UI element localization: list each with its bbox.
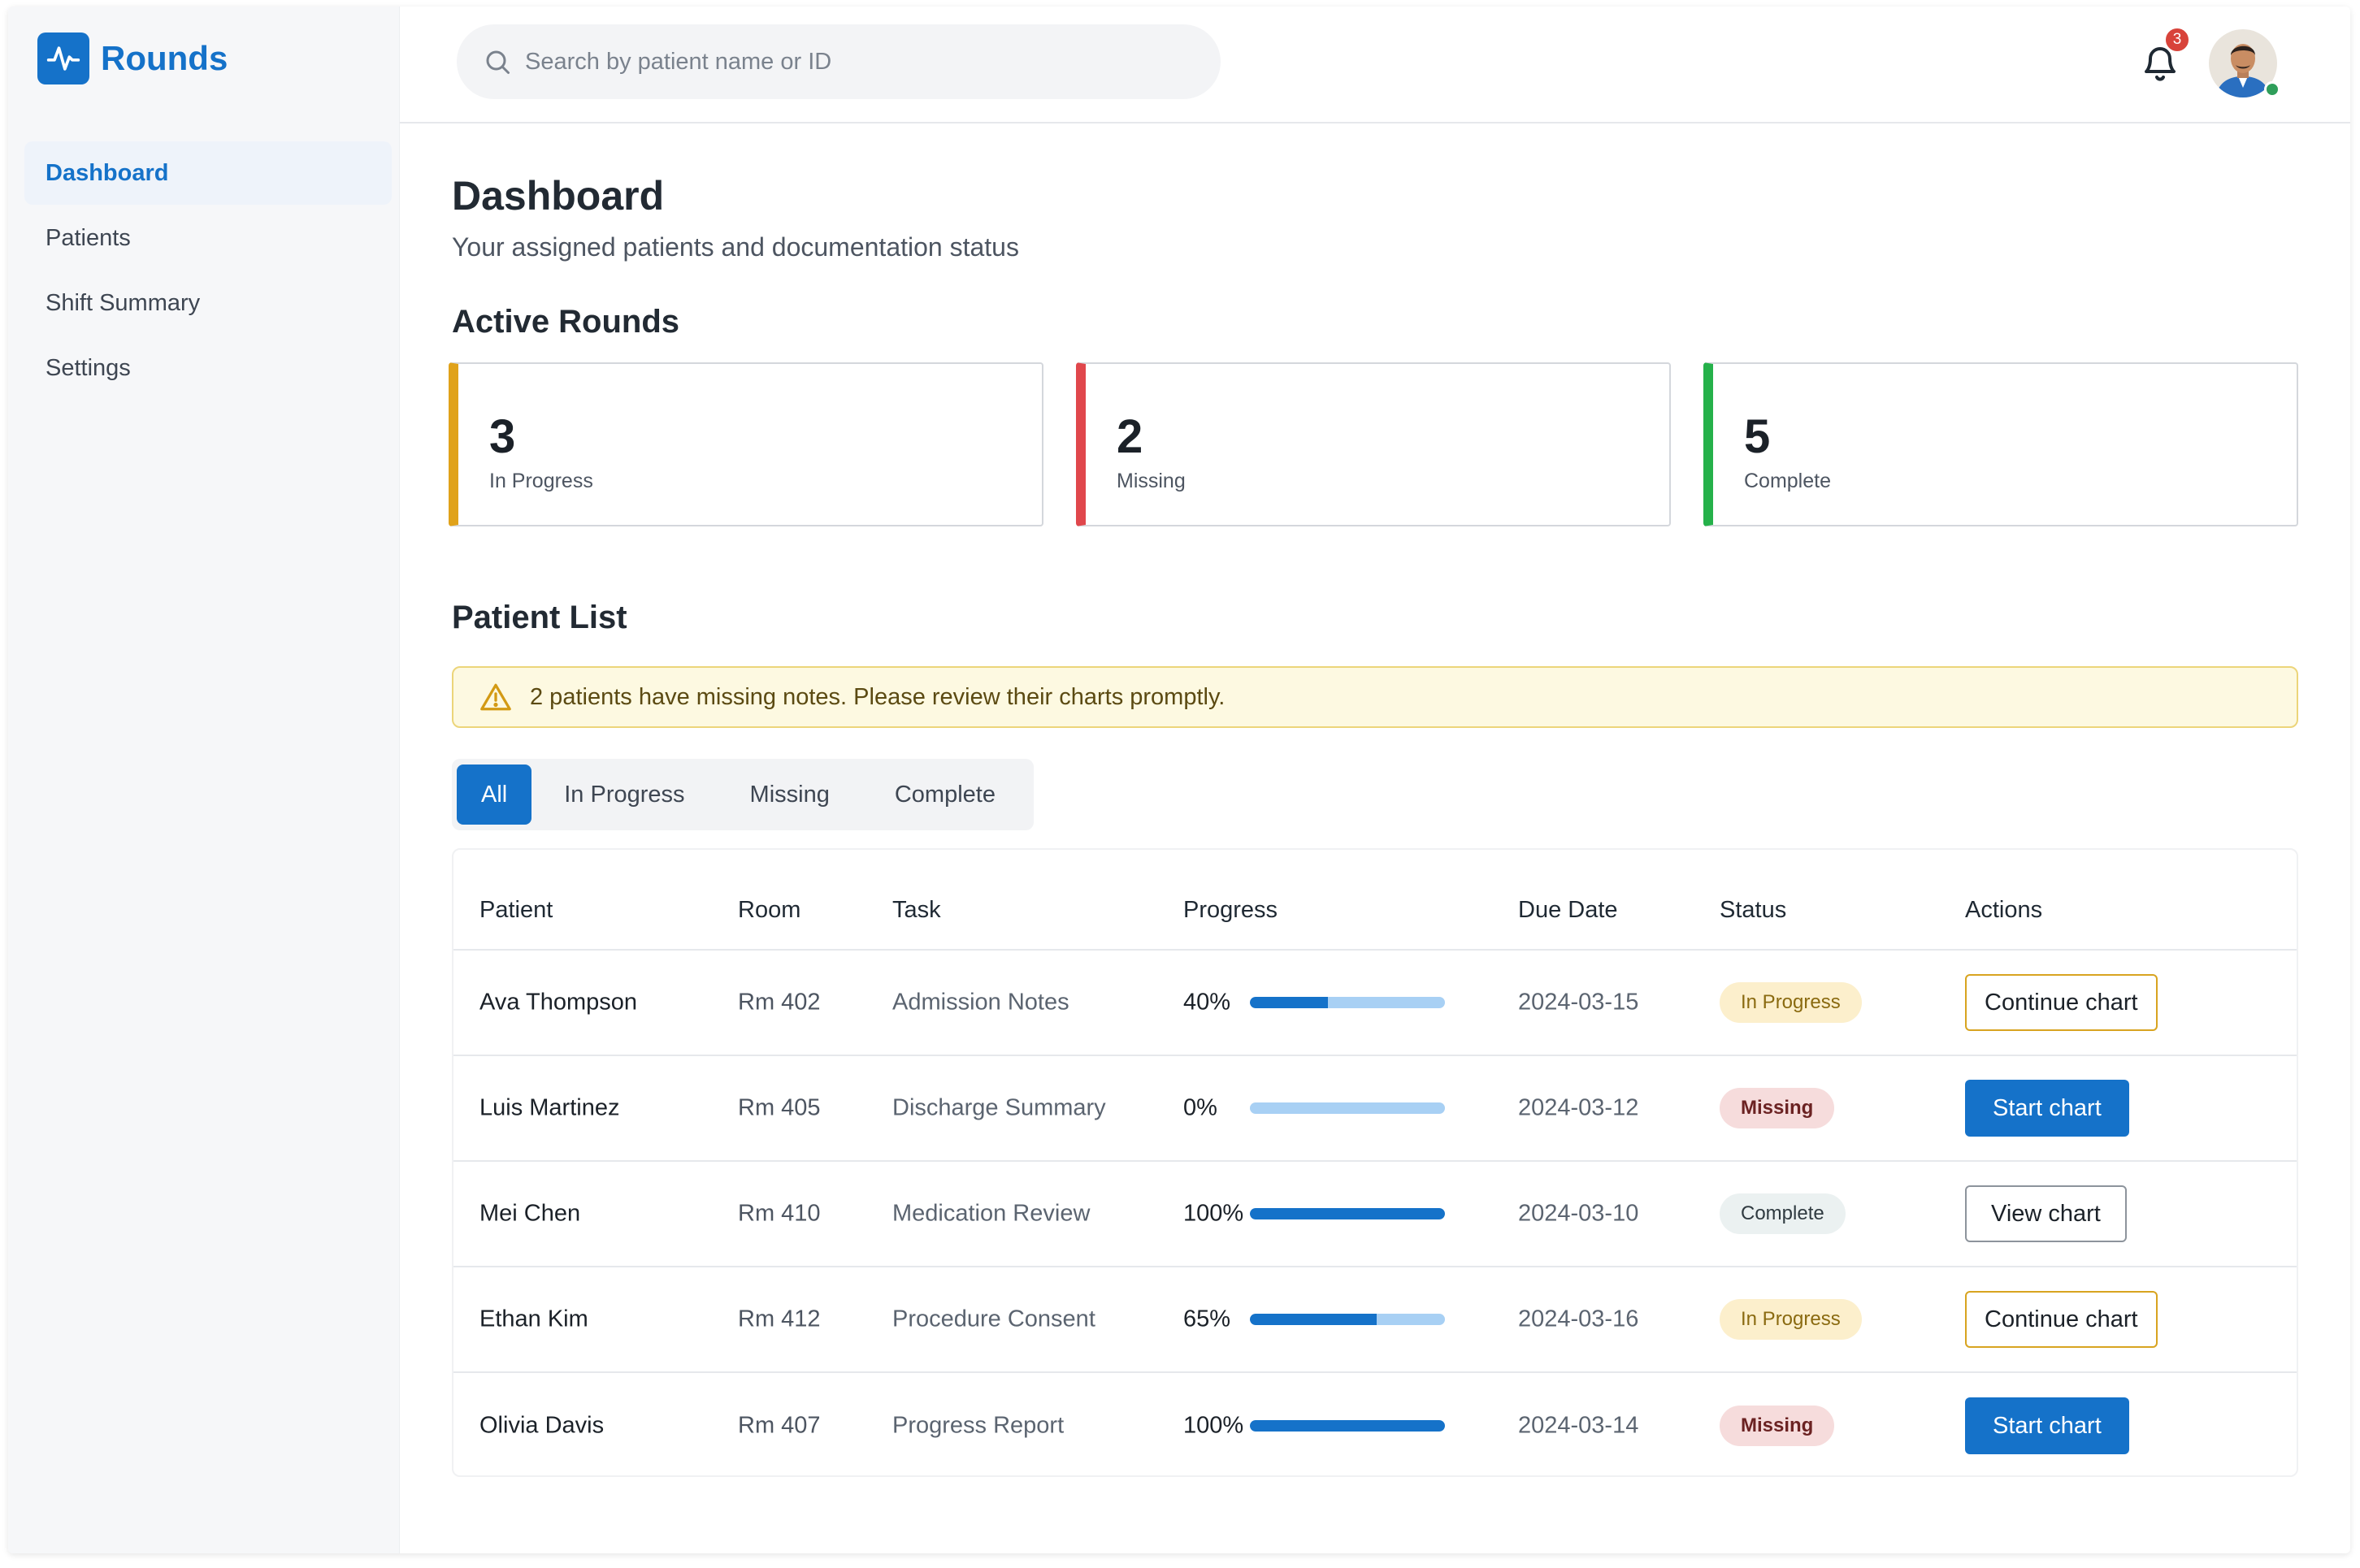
patient-table: Patient Room Task Progress Due Date Stat… [452,848,2298,1477]
summary-card-complete[interactable]: 5 Complete [1703,362,2298,526]
task-name: Procedure Consent [892,1306,1095,1332]
due-date: 2024-03-15 [1518,989,1639,1016]
patient-name: Ethan Kim [479,1306,588,1332]
card-label: Complete [1744,470,1831,492]
column-header-status: Status [1720,897,1787,923]
due-date: 2024-03-12 [1518,1094,1639,1121]
status-filter-tabs: All In Progress Missing Complete [452,759,1034,830]
progress-percent: 100% [1183,1200,1244,1227]
task-name: Discharge Summary [892,1094,1106,1121]
table-row: Mei Chen Rm 410 Medication Review 100% 2… [453,1162,2297,1267]
due-date: 2024-03-10 [1518,1200,1639,1227]
sidebar: Rounds Dashboard Patients Shift Summary … [8,6,400,1553]
filter-tab-in-progress[interactable]: In Progress [564,781,685,808]
active-rounds-title: Active Rounds [452,304,680,340]
search-input[interactable] [525,48,1191,76]
task-name: Progress Report [892,1412,1065,1439]
notification-badge: 3 [2163,26,2191,54]
table-row: Ethan Kim Rm 412 Procedure Consent 65% 2… [453,1267,2297,1373]
room-number: Rm 402 [738,989,821,1016]
page-subtitle: Your assigned patients and documentation… [452,232,1019,262]
sidebar-nav: Dashboard Patients Shift Summary Setting… [24,141,392,401]
continue-chart-button[interactable]: Continue chart [1965,974,2158,1031]
top-header: 3 [400,6,2350,123]
summary-card-in-progress[interactable]: 3 In Progress [449,362,1043,526]
alert-message: 2 patients have missing notes. Please re… [530,683,1226,710]
start-chart-button[interactable]: Start chart [1965,1080,2129,1137]
table-row: Luis Martinez Rm 405 Discharge Summary 0… [453,1056,2297,1162]
app-window: Rounds Dashboard Patients Shift Summary … [8,6,2350,1553]
missing-notes-alert: 2 patients have missing notes. Please re… [452,666,2298,728]
sidebar-item-settings[interactable]: Settings [46,354,131,381]
search-icon [486,50,510,74]
column-header-room: Room [738,897,801,923]
card-label: Missing [1117,470,1186,492]
column-header-task: Task [892,897,941,923]
column-header-due-date: Due Date [1518,897,1618,923]
patient-name: Mei Chen [479,1200,581,1227]
column-header-progress: Progress [1183,897,1278,923]
status-badge: Complete [1720,1193,1846,1234]
patient-name: Ava Thompson [479,989,637,1016]
main-content: Dashboard Your assigned patients and doc… [400,123,2350,1553]
search-bar[interactable] [457,24,1221,99]
page-title: Dashboard [452,173,665,219]
patient-name: Olivia Davis [479,1412,605,1439]
sidebar-item-shift-summary[interactable]: Shift Summary [46,289,201,316]
progress-bar [1250,1420,1445,1432]
progress-percent: 0% [1183,1094,1217,1121]
table-row: Olivia Davis Rm 407 Progress Report 100%… [453,1373,2297,1479]
progress-percent: 40% [1183,989,1231,1016]
patient-list-title: Patient List [452,600,627,635]
progress-bar [1250,1314,1445,1325]
view-chart-button[interactable]: View chart [1965,1185,2127,1242]
due-date: 2024-03-16 [1518,1306,1639,1332]
app-name: Rounds [101,39,228,77]
status-badge: In Progress [1720,982,1862,1023]
sidebar-item-patients[interactable]: Patients [46,224,131,251]
table-row: Ava Thompson Rm 402 Admission Notes 40% … [453,951,2297,1056]
card-value: 3 [489,410,516,463]
status-badge: Missing [1720,1088,1835,1128]
patient-name: Luis Martinez [479,1094,620,1121]
due-date: 2024-03-14 [1518,1412,1639,1439]
status-badge: Missing [1720,1406,1835,1446]
bell-icon[interactable] [2141,42,2180,84]
brand[interactable]: Rounds [37,32,228,84]
progress-bar [1250,1102,1445,1114]
progress-bar [1250,1208,1445,1219]
room-number: Rm 412 [738,1306,821,1332]
column-header-patient: Patient [479,897,553,923]
summary-card-missing[interactable]: 2 Missing [1076,362,1671,526]
room-number: Rm 405 [738,1094,821,1121]
table-header: Patient Room Task Progress Due Date Stat… [453,850,2297,951]
card-label: In Progress [489,470,593,492]
warning-icon [480,683,511,711]
continue-chart-button[interactable]: Continue chart [1965,1291,2158,1348]
online-status-dot [2264,81,2280,97]
task-name: Admission Notes [892,989,1069,1016]
status-badge: In Progress [1720,1299,1862,1340]
column-header-actions: Actions [1965,897,2043,923]
start-chart-button[interactable]: Start chart [1965,1397,2129,1454]
task-name: Medication Review [892,1200,1091,1227]
filter-tab-all[interactable]: All [457,765,532,825]
summary-cards: 3 In Progress 2 Missing 5 Complete [449,362,2298,526]
room-number: Rm 410 [738,1200,821,1227]
progress-bar [1250,997,1445,1008]
progress-percent: 65% [1183,1306,1231,1332]
filter-tab-missing[interactable]: Missing [749,781,830,808]
pulse-icon [37,32,89,84]
card-value: 5 [1744,410,1771,463]
filter-tab-complete[interactable]: Complete [894,781,996,808]
progress-percent: 100% [1183,1412,1244,1439]
sidebar-item-dashboard[interactable]: Dashboard [24,141,392,205]
card-value: 2 [1117,410,1143,463]
room-number: Rm 407 [738,1412,821,1439]
